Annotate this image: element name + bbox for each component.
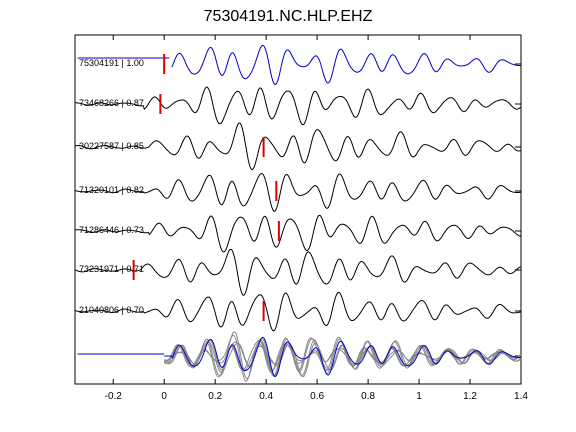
traces-group [74,44,521,357]
overlay-reference [164,336,522,378]
trace-73468266 [75,86,521,126]
trace-label-73231971: 73231971 | 0.71 [79,264,144,274]
trace-label-21040806: 21040806 | 0.70 [79,305,144,315]
picks-group [132,54,280,321]
x-tick-label: 0 [161,391,167,402]
trace-30227587 [74,122,521,171]
trace-71286446 [74,214,521,253]
trace-21040806 [74,291,521,332]
x-tick-label: 0.8 [361,391,375,402]
trace-75304191 [171,44,521,86]
chart-title: 75304191.NC.HLP.EHZ [203,8,373,25]
trace-label-30227587: 30227587 | 0.85 [79,141,144,151]
x-tick-label: 0.4 [259,391,273,402]
trace-label-71286446: 71286446 | 0.73 [79,225,144,235]
trace-labels-group: 75304191 | 1.00 73468266 | 0.87 30227587 |… [79,58,144,315]
x-tick-label: 1.2 [463,391,477,402]
x-tick-label: 0.6 [310,391,324,402]
trace-label-75304191: 75304191 | 1.00 [79,58,144,68]
x-tick-label: 0.2 [208,391,222,402]
trace-73231971 [74,248,521,296]
overlay-group [77,331,522,382]
x-tick-label: -0.2 [105,391,123,402]
overlay-trace-73468266 [163,338,522,378]
trace-label-71320101: 71320101 | 0.82 [79,185,144,195]
trace-label-73468266: 73468266 | 0.87 [79,98,144,108]
x-tick-label: 1.4 [514,391,528,402]
trace-71320101 [74,172,521,212]
x-axis: -0.2 0 0.2 0.4 0.6 0.8 1 1.2 1.4 [105,35,528,402]
x-tick-label: 1 [416,391,422,402]
plot-area [74,34,522,385]
